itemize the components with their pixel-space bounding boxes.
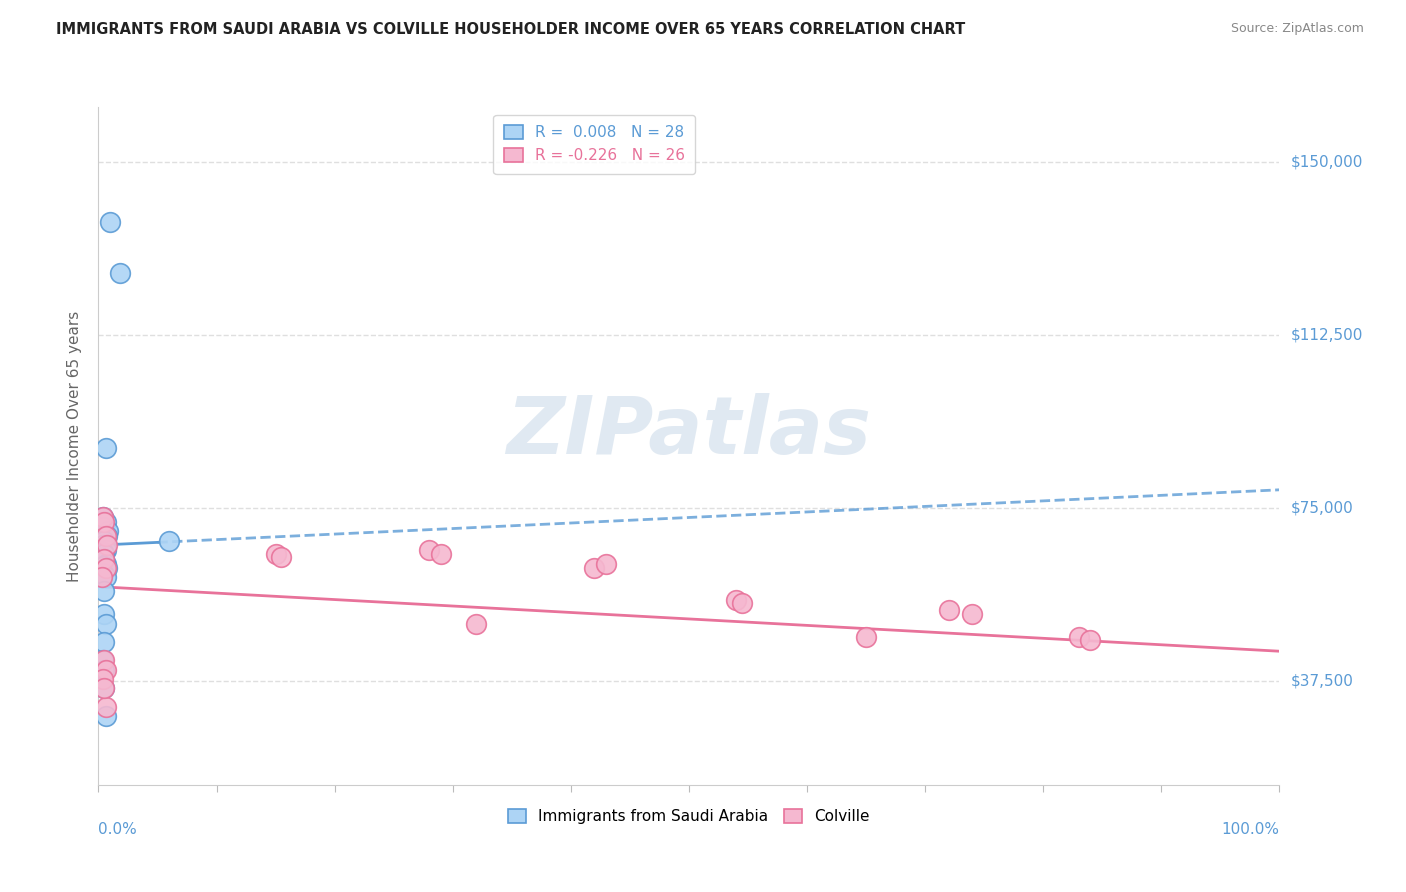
Point	[91, 545, 114, 559]
Text: IMMIGRANTS FROM SAUDI ARABIA VS COLVILLE HOUSEHOLDER INCOME OVER 65 YEARS CORREL: IMMIGRANTS FROM SAUDI ARABIA VS COLVILLE…	[56, 22, 966, 37]
Point	[94, 442, 117, 456]
Point	[938, 603, 960, 617]
Point	[93, 547, 115, 561]
Text: $37,500: $37,500	[1291, 673, 1354, 689]
Text: ZIPatlas: ZIPatlas	[506, 393, 872, 472]
Point	[725, 593, 748, 607]
Point	[93, 653, 115, 667]
Point	[93, 584, 115, 599]
Point	[93, 607, 115, 622]
Point	[94, 616, 117, 631]
Point	[94, 570, 117, 584]
Point	[855, 631, 877, 645]
Point	[465, 616, 488, 631]
Point	[108, 266, 131, 280]
Point	[94, 561, 117, 575]
Point	[962, 607, 984, 622]
Point	[430, 547, 453, 561]
Point	[91, 653, 114, 667]
Point	[270, 549, 292, 564]
Point	[96, 561, 118, 575]
Point	[91, 672, 114, 686]
Text: Source: ZipAtlas.com: Source: ZipAtlas.com	[1230, 22, 1364, 36]
Point	[595, 557, 617, 571]
Point	[91, 566, 114, 580]
Point	[94, 542, 117, 557]
Point	[1080, 632, 1102, 647]
Point	[418, 542, 440, 557]
Point	[97, 524, 120, 539]
Point	[91, 519, 114, 533]
Point	[94, 515, 117, 529]
Point	[93, 552, 115, 566]
Point	[91, 538, 114, 552]
Point	[93, 515, 115, 529]
Point	[94, 529, 117, 543]
Point	[93, 635, 115, 649]
Point	[93, 681, 115, 695]
Point	[96, 538, 118, 552]
Point	[583, 561, 606, 575]
Point	[91, 510, 114, 524]
Text: $150,000: $150,000	[1291, 155, 1362, 169]
Point	[94, 699, 117, 714]
Legend: Immigrants from Saudi Arabia, Colville: Immigrants from Saudi Arabia, Colville	[501, 801, 877, 831]
Point	[93, 681, 115, 695]
Point	[94, 663, 117, 677]
Point	[731, 596, 754, 610]
Text: $75,000: $75,000	[1291, 500, 1354, 516]
Point	[93, 533, 115, 548]
Point	[157, 533, 180, 548]
Point	[96, 529, 118, 543]
Text: 0.0%: 0.0%	[98, 822, 138, 838]
Point	[1067, 631, 1090, 645]
Text: $112,500: $112,500	[1291, 328, 1362, 343]
Y-axis label: Householder Income Over 65 years: Householder Income Over 65 years	[67, 310, 83, 582]
Point	[98, 215, 121, 229]
Point	[93, 552, 115, 566]
Point	[264, 547, 287, 561]
Point	[94, 708, 117, 723]
Point	[93, 558, 115, 573]
Point	[93, 663, 115, 677]
Point	[91, 510, 114, 524]
Point	[94, 557, 117, 571]
Point	[91, 570, 114, 584]
Text: 100.0%: 100.0%	[1222, 822, 1279, 838]
